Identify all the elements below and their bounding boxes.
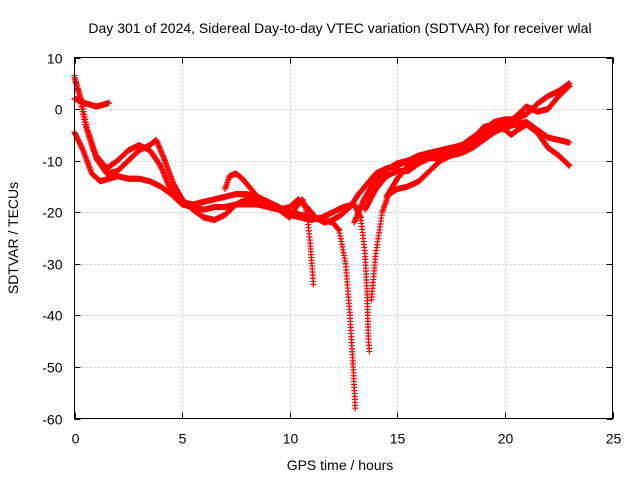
- x-tick-label: 10: [283, 431, 299, 447]
- y-tick-label: -10: [42, 154, 62, 170]
- x-tick-labels: 0 5 10 15 20 25: [72, 431, 622, 447]
- data-point: [105, 99, 112, 106]
- series-track-e: [222, 157, 412, 226]
- x-axis-label: GPS time / hours: [287, 457, 394, 473]
- y-tick-label: -40: [42, 308, 62, 324]
- series-track-i: [383, 82, 573, 200]
- x-tick-label: 0: [72, 431, 80, 447]
- series-track-d: [71, 95, 112, 110]
- y-tick-label: -50: [42, 360, 62, 376]
- data-point: [566, 139, 573, 146]
- axis-ticks: [74, 57, 614, 420]
- y-axis-label: SDTVAR / TECUs: [5, 182, 21, 294]
- data-point: [566, 82, 573, 89]
- data-point: [310, 281, 317, 288]
- y-tick-label: -30: [42, 257, 62, 273]
- plot-frame: [74, 57, 613, 419]
- x-tick-label: 25: [606, 431, 622, 447]
- y-tick-label: -60: [42, 412, 62, 428]
- y-tick-labels: -60 -50 -40 -30 -20 -10 0 10: [42, 51, 62, 428]
- y-tick-label: 10: [47, 51, 63, 67]
- x-tick-label: 5: [179, 431, 187, 447]
- y-tick-label: 0: [55, 102, 63, 118]
- series-track-a: [71, 72, 359, 412]
- x-tick-label: 15: [390, 431, 406, 447]
- data-point: [352, 405, 359, 412]
- data-point: [366, 348, 373, 355]
- x-tick-label: 20: [498, 431, 514, 447]
- y-tick-label: -20: [42, 205, 62, 221]
- data-point: [566, 162, 573, 169]
- data-points: [71, 72, 573, 412]
- chart-title: Day 301 of 2024, Sidereal Day-to-day VTE…: [88, 20, 591, 36]
